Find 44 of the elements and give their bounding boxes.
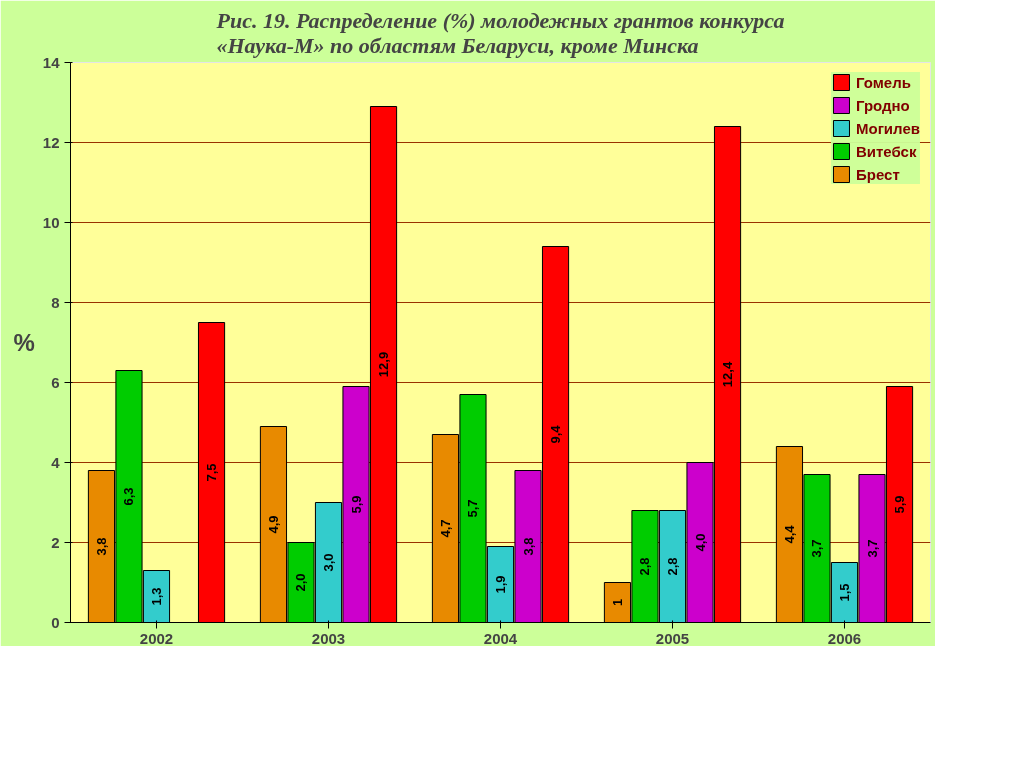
data-label: 7,5 [204, 463, 220, 482]
data-label: 4,9 [265, 515, 281, 534]
data-label: 9,4 [548, 424, 564, 444]
data-label: 3,0 [321, 553, 336, 572]
data-label: 4,0 [692, 533, 708, 552]
x-tick-label: 2003 [311, 629, 346, 647]
data-label: 2,8 [637, 557, 653, 576]
data-label: 1,5 [837, 583, 852, 602]
data-label: 4,7 [437, 519, 453, 538]
data-label: 1,3 [149, 587, 164, 606]
data-label: 3,7 [809, 539, 825, 558]
y-tick-label: 14 [42, 53, 61, 71]
y-tick-label: 4 [51, 453, 61, 471]
data-label: 5,7 [465, 499, 481, 518]
y-tick-label: 12 [42, 133, 60, 151]
x-tick-label: 2005 [655, 629, 690, 647]
x-tick-label: 2006 [827, 629, 862, 647]
legend-label: Гомель [855, 73, 911, 91]
chart-title: Рис. 19. Распределение (%) молодежных грантов конкурса «Наука-М» по областям Беларуси, кроме Минска [215, 7, 785, 58]
y-tick-label: 6 [51, 373, 60, 391]
data-label: 3,7 [864, 539, 880, 558]
y-tick-label: 8 [51, 293, 60, 311]
data-label: 4,4 [781, 524, 797, 544]
x-tick-label: 2002 [139, 629, 174, 647]
data-label: 12,9 [376, 351, 392, 378]
data-label: 5,9 [348, 495, 364, 514]
data-label: 1 [609, 598, 625, 607]
x-tick-label: 2004 [483, 629, 518, 647]
data-label: 3,8 [520, 537, 536, 556]
legend-label: Гродно [855, 96, 910, 114]
data-label: 3,8 [93, 537, 109, 556]
y-axis-title: % [13, 329, 35, 356]
data-label: 2,0 [293, 573, 309, 592]
legend-label: Витебск [855, 142, 917, 160]
y-tick-label: 10 [42, 213, 60, 231]
data-label: 2,8 [665, 557, 680, 576]
data-label: 5,9 [892, 495, 908, 514]
legend-label: Могилев [855, 119, 920, 137]
data-label: 1,9 [493, 575, 508, 594]
data-label: 12,4 [720, 361, 736, 388]
y-tick-label: 2 [51, 533, 60, 551]
data-label: 6,3 [121, 487, 137, 506]
y-tick-label: 0 [51, 613, 60, 631]
legend-label: Брест [855, 165, 900, 183]
